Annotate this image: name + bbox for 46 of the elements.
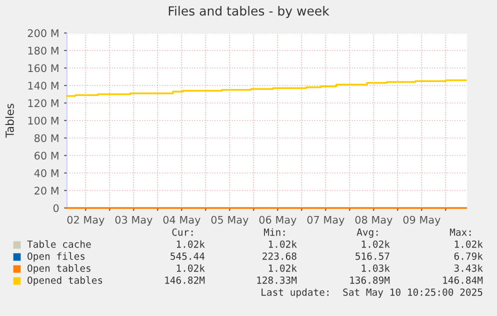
y-tick-label: 180 M [28,46,58,55]
x-tick-label: 03 May [115,216,152,226]
y-tick-label: 120 M [28,99,58,108]
text: Cur: [172,228,193,236]
x-tick-label: 07 May [307,216,344,226]
text: 516.57 [356,252,390,260]
text: 146.82M [165,276,205,284]
text: Avg: [356,228,378,238]
text: 3.43k [454,264,483,272]
x-tick-label: 02 May [67,216,104,226]
x-tick-label: 06 May [259,216,296,226]
y-tick-label: 20 M [34,186,58,195]
text: Last update: Sat May 10 10:25:00 2025 [262,288,482,298]
text: 128.33M [257,276,297,284]
x-tick-label: 08 May [355,216,392,226]
y-axis-title: Tables [5,104,14,138]
y-tick-label: 0 [53,204,59,212]
text: 6.79k [454,252,483,260]
text: 1.03k [362,264,390,272]
legend-label: Open files [28,252,85,262]
x-tick-label: 05 May [211,216,248,226]
text: 223.68 [262,252,296,260]
y-tick-label: 60 M [34,152,58,160]
text: 146.84M [443,276,483,284]
text: 1.02k [362,240,390,248]
y-tick-label: 160 M [28,64,58,72]
text: 1.02k [268,264,297,272]
text: Max: [450,228,471,236]
text: Min: [264,228,285,236]
text: 1.02k [454,240,483,248]
legend-label: Opened tables [28,276,102,286]
text: 545.44 [170,252,205,260]
text: 136.89M [350,276,390,284]
x-tick-label: 04 May [163,216,200,226]
text: 1.02k [176,240,205,248]
y-tick-label: 40 M [34,169,58,178]
y-tick-label: 200 M [28,29,58,38]
chart-title: Files and tables - by week [168,6,330,18]
y-tick-label: 140 M [28,82,58,90]
legend-label: Open tables [28,264,90,274]
text: 1.02k [268,240,297,248]
text: 1.02k [176,264,205,272]
legend-label: Table cache [27,240,91,248]
x-tick-label: 09 May [403,216,440,226]
y-tick-label: 100 M [28,116,58,125]
y-tick-label: 80 M [34,134,58,142]
